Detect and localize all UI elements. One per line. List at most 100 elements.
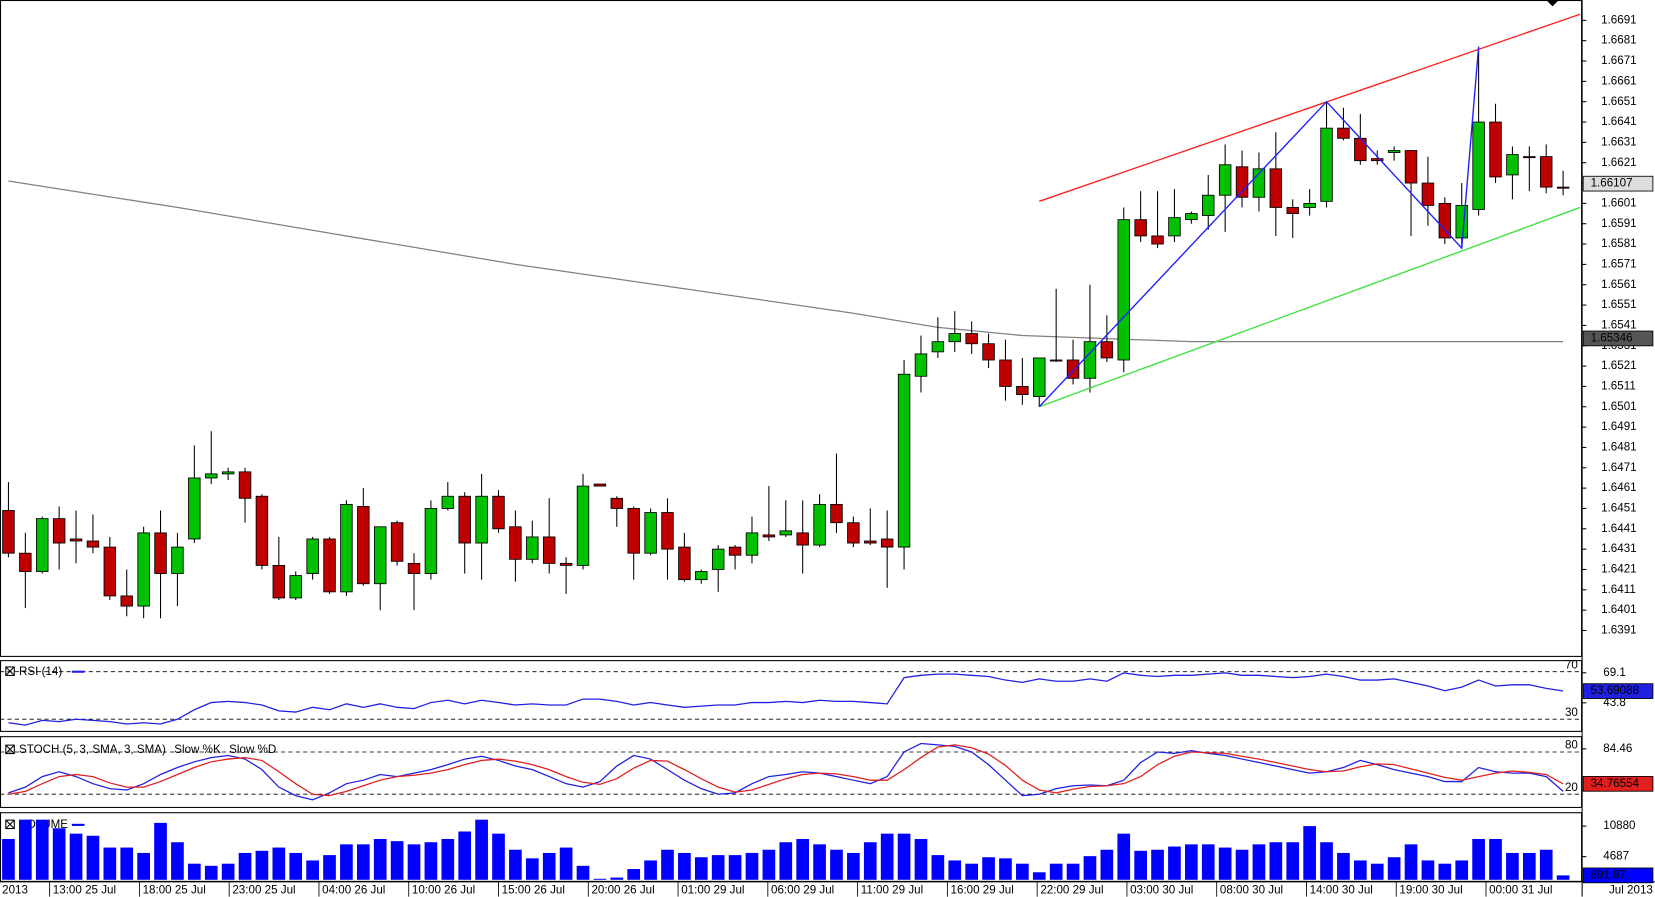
x-tick-label: 23:00 25 Jul <box>232 883 295 896</box>
candle-body <box>1438 202 1452 239</box>
x-tick-label: 03:00 30 Jul <box>1130 883 1193 896</box>
volume-bar <box>762 849 776 880</box>
candle-body <box>86 540 100 548</box>
volume-bar <box>1168 846 1181 880</box>
candle-body <box>407 562 421 574</box>
trend-line <box>1038 46 1480 408</box>
volume-bar <box>728 855 742 880</box>
candle-body <box>1100 341 1114 359</box>
candle-body <box>390 522 404 562</box>
volume-bar <box>390 841 404 880</box>
volume-bar <box>458 831 472 880</box>
candle-body <box>1168 217 1181 237</box>
candle-body <box>880 538 894 548</box>
x-tick-label: 04:00 26 Jul <box>322 883 385 896</box>
y-tick-label: 69.1 <box>1603 666 1626 679</box>
volume-bar <box>1032 872 1046 880</box>
level-label: 30 <box>1565 706 1578 719</box>
candle-body <box>52 518 66 544</box>
volume-bar <box>830 849 843 880</box>
volume-bar <box>1100 849 1114 880</box>
y-tick-label: 1.6691 <box>1601 13 1637 26</box>
candle-body <box>1269 168 1283 208</box>
y-tick-label: 1.6501 <box>1601 400 1637 413</box>
volume-bar <box>103 847 117 880</box>
candle-body <box>340 503 353 593</box>
candle-body <box>1455 204 1468 239</box>
trend-line <box>1039 13 1581 202</box>
volume-bar <box>1353 860 1367 880</box>
volume-bar <box>1539 849 1553 880</box>
candle-body <box>1556 186 1570 189</box>
volume-bar <box>255 850 269 880</box>
y-tick-label: 10880 <box>1603 819 1635 832</box>
volume-bar <box>69 833 83 880</box>
volume-bar <box>137 852 150 880</box>
volume-bar <box>1185 844 1198 880</box>
candle-body <box>1303 202 1316 208</box>
candle-body <box>593 483 607 487</box>
volume-bar <box>306 860 319 880</box>
volume-bar <box>340 844 353 880</box>
candle-body <box>171 546 184 574</box>
candle-body <box>1134 219 1147 237</box>
volume-bar <box>154 822 167 880</box>
volume-bar <box>678 852 691 880</box>
volume-bar <box>1235 849 1249 880</box>
x-tick-label: 08:00 30 Jul <box>1220 883 1283 896</box>
candle-body <box>931 341 945 353</box>
candle-body <box>526 536 539 560</box>
volume-bar <box>1506 852 1519 880</box>
volume-bar <box>323 855 336 880</box>
volume-bar <box>272 847 286 880</box>
y-tick-label: 1.6561 <box>1601 278 1637 291</box>
candle-body <box>762 534 776 538</box>
volume-bar <box>694 857 708 880</box>
volume-bar <box>187 863 201 880</box>
candle-body <box>357 506 370 585</box>
y-tick-label: 1.6641 <box>1601 115 1637 128</box>
candle-body <box>1286 207 1299 214</box>
volume-bar <box>525 858 539 880</box>
volume-bar <box>982 857 995 880</box>
candle-body <box>542 536 556 564</box>
y-tick-label: 1.6451 <box>1601 502 1637 515</box>
candle-body <box>306 538 319 574</box>
stoch-last-box <box>1582 776 1654 792</box>
x-tick-label: 20:00 26 Jul <box>591 883 654 896</box>
y-tick-label: 1.6481 <box>1601 441 1637 454</box>
candle-body <box>1370 158 1384 162</box>
volume-bar <box>1201 844 1215 880</box>
volume-bar <box>796 838 810 880</box>
candle-body <box>1252 168 1266 198</box>
volume-bar <box>965 863 979 880</box>
volume-bar <box>779 842 793 880</box>
volume-bar <box>204 865 218 880</box>
volume-bar <box>356 844 370 880</box>
candle-body <box>813 503 826 546</box>
candle-body <box>492 495 505 530</box>
y-tick-label: 1.6541 <box>1601 318 1637 331</box>
volume-bar <box>542 852 556 880</box>
volume-bar <box>441 838 455 880</box>
y-tick-label: 1.6651 <box>1601 95 1637 108</box>
candle-body <box>1235 166 1249 198</box>
candle-body <box>272 564 286 599</box>
volume-bar <box>576 865 590 880</box>
candle-body <box>255 495 269 566</box>
volume-bar <box>86 835 100 880</box>
stoch-title: STOCH (5, 3, SMA, 3, SMA) <box>19 743 166 756</box>
trend-line <box>1039 206 1581 408</box>
ma-last-label: 1.65346 <box>1591 331 1633 344</box>
candle-body <box>103 546 117 597</box>
candle-body <box>627 508 640 554</box>
volume-bar <box>1320 842 1333 880</box>
y-tick-label: 4687 <box>1603 850 1629 863</box>
candle-body <box>1066 359 1080 379</box>
candle-body <box>238 471 252 499</box>
volume-bar <box>1489 838 1502 880</box>
y-tick-label: 1.6401 <box>1601 603 1637 616</box>
x-tick-label: 06:00 29 Jul <box>771 883 834 896</box>
x-tick-label: 13:00 25 Jul <box>53 883 116 896</box>
candle-body <box>289 575 302 599</box>
